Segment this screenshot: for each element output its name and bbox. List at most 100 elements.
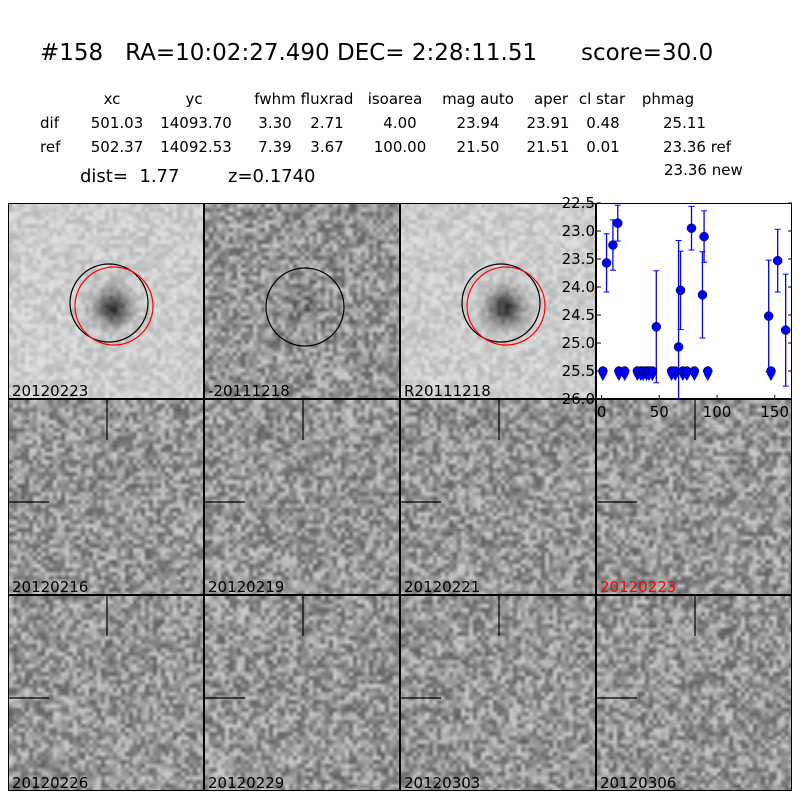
x-tick-label: 0 [597, 403, 607, 421]
reference-circle [74, 266, 154, 346]
cell-ref: 502.37 [90, 138, 144, 156]
aperture-circle [265, 267, 345, 347]
stamp-image [401, 400, 595, 594]
detection-point [608, 240, 618, 250]
detection-point [763, 311, 774, 321]
stamp-date-label: 20120226 [12, 774, 89, 791]
stamp-date-label: 20120229 [208, 774, 285, 791]
stamp-date-label: -20111218 [208, 382, 290, 399]
stamp-image [9, 596, 203, 790]
stamp-image [597, 400, 791, 594]
stamp-image [205, 400, 399, 594]
detection-point [601, 258, 612, 268]
image-stamp: 20120223 [8, 203, 204, 399]
upper-limit-arrow [614, 374, 623, 381]
column-header: yc [185, 90, 203, 108]
detection-point [772, 255, 783, 266]
aperture-circle [461, 263, 541, 343]
stamp-image [205, 204, 399, 398]
image-stamp: 20120229 [204, 595, 400, 791]
cell-dif: 23.91 [526, 114, 570, 132]
cell-dif: 3.30 [258, 114, 292, 132]
image-stamp: R20111218 [400, 203, 596, 399]
stamp-date-label: 20120221 [404, 578, 481, 595]
stamp-date-label: R20111218 [404, 382, 491, 399]
stamp-date-label: 20120219 [208, 578, 285, 595]
column-header: isoarea [367, 90, 423, 108]
cell-ref: 21.50 [456, 138, 500, 156]
stamp-image [597, 596, 791, 790]
upper-limit-arrow [671, 374, 680, 381]
column-header: phmag [641, 90, 695, 108]
aperture-circle [69, 263, 149, 343]
column-header: fluxrad [300, 90, 354, 108]
stamp-date-label: 20120306 [600, 774, 677, 791]
row-label-dif: dif [40, 114, 59, 132]
upper-limit-arrow [598, 374, 607, 381]
detection-point [780, 325, 791, 335]
stamp-image [205, 596, 399, 790]
cell-ref-phmag: 23.36 ref [663, 138, 732, 156]
cell-ref: 3.67 [310, 138, 344, 156]
image-stamp: 20120223 [596, 399, 792, 595]
column-header: mag auto [442, 90, 514, 108]
y-tick-label: 25.5 [562, 362, 595, 380]
cell-dif: 0.48 [586, 114, 620, 132]
cell-ref: 14092.53 [160, 138, 232, 156]
column-header: cl star [578, 90, 626, 108]
redshift-value: z=0.1740 [228, 166, 316, 187]
image-stamp: 20120221 [400, 399, 596, 595]
detection-point [686, 223, 697, 233]
cell-dif: 4.00 [383, 114, 417, 132]
upper-limit-arrow [767, 374, 775, 381]
image-stamp: 20120303 [400, 595, 596, 791]
stamp-image [401, 596, 595, 790]
row-label-ref: ref [40, 138, 61, 156]
upper-limit-point [619, 366, 630, 376]
stamp-image [9, 400, 203, 594]
image-stamp: 20120219 [204, 399, 400, 595]
upper-limit-point [598, 366, 608, 376]
stamp-date-label: 20120216 [12, 578, 89, 595]
upper-limit-point [766, 366, 776, 376]
image-stamp: -20111218 [204, 203, 400, 399]
column-header: aper [533, 90, 569, 108]
cell-dif-phmag: 25.11 [663, 114, 706, 132]
x-tick-label: 100 [703, 403, 732, 421]
detection-point [675, 285, 686, 296]
cell-ref: 100.00 [373, 138, 427, 156]
y-tick-label: 24.0 [562, 278, 595, 296]
y-tick-label: 23.5 [562, 250, 595, 268]
upper-limit-arrow [703, 374, 712, 381]
detection-point [651, 322, 662, 332]
column-header: xc [103, 90, 121, 108]
stamp-image [401, 204, 595, 398]
x-tick-label: 50 [650, 403, 669, 421]
y-tick-label: 23.0 [562, 222, 595, 240]
cell-ref: 0.01 [586, 138, 620, 156]
image-stamp: 20120306 [596, 595, 792, 791]
cell-dif: 501.03 [90, 114, 144, 132]
detection-point [613, 218, 623, 228]
dist-value: dist= 1.77 [80, 166, 180, 187]
y-tick-label: 25.0 [562, 334, 595, 352]
phmag-new: 23.36 new [664, 161, 743, 179]
upper-limit-arrow [690, 374, 699, 381]
detection-point [699, 231, 709, 242]
stamp-date-label: 20120223 [12, 382, 89, 399]
upper-limit-arrow [648, 374, 657, 381]
upper-limit-point [703, 366, 713, 376]
image-stamp: 20120226 [8, 595, 204, 791]
stamp-date-label: 20120223 [600, 578, 677, 595]
y-tick-label: 22.5 [562, 194, 595, 212]
stamp-date-label: 20120303 [404, 774, 481, 791]
upper-limit-point [689, 366, 700, 376]
upper-limit-arrow [682, 374, 691, 381]
cell-dif: 14093.70 [160, 114, 232, 132]
x-tick-label: 150 [760, 403, 789, 421]
cell-ref: 21.51 [526, 138, 570, 156]
y-tick-label: 24.5 [562, 306, 595, 324]
upper-limit-point [647, 366, 658, 376]
upper-limit-arrow [620, 374, 629, 381]
